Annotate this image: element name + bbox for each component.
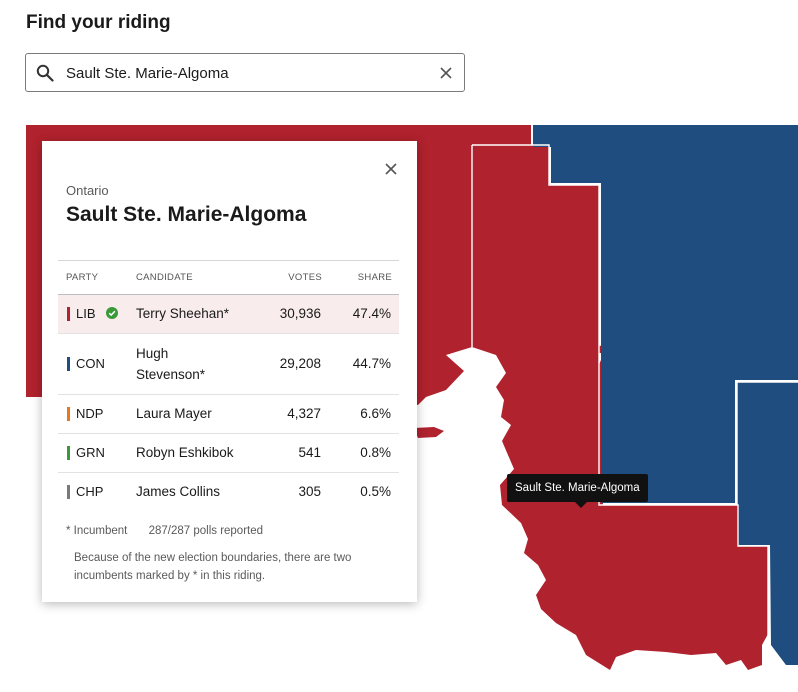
results-table-header: PARTY CANDIDATE VOTES SHARE xyxy=(66,272,400,288)
map-region-conservative-east[interactable] xyxy=(737,382,798,665)
header-party: PARTY xyxy=(66,272,99,283)
close-icon[interactable] xyxy=(384,162,398,176)
candidate-votes: 4,327 xyxy=(287,406,321,421)
incumbent-footnote: * Incumbent 287/287 polls reported xyxy=(66,525,263,537)
candidate-votes: 541 xyxy=(298,445,321,460)
candidate-name: James Collins xyxy=(136,484,221,499)
results-table-body: LIB Terry Sheehan* 30,936 47.4% CON Hugh… xyxy=(58,294,399,511)
candidate-name: Robyn Eshkibok xyxy=(136,445,234,460)
table-row: CHP James Collins 305 0.5% xyxy=(58,473,399,511)
candidate-votes: 30,936 xyxy=(279,306,321,321)
candidate-share: 47.4% xyxy=(352,306,391,321)
riding-search-box[interactable] xyxy=(25,53,465,92)
divider xyxy=(58,260,399,261)
table-row: LIB Terry Sheehan* 30,936 47.4% xyxy=(58,294,399,334)
map-region-liberal-central[interactable] xyxy=(472,145,768,670)
boundary-note: Because of the new election boundaries, … xyxy=(74,552,352,582)
candidate-votes: 29,208 xyxy=(279,356,321,371)
party-color-bar xyxy=(67,407,70,421)
riding-results-card: Ontario Sault Ste. Marie-Algoma PARTY CA… xyxy=(42,141,417,602)
header-share: SHARE xyxy=(357,272,392,283)
party-abbr: GRN xyxy=(76,445,105,460)
page-heading: Find your riding xyxy=(26,12,171,33)
party-color-bar xyxy=(67,307,70,321)
search-icon xyxy=(36,64,54,82)
header-candidate: CANDIDATE xyxy=(136,272,193,283)
map-region-conservative-north[interactable] xyxy=(533,125,798,503)
table-row: NDP Laura Mayer 4,327 6.6% xyxy=(58,395,399,434)
table-row: GRN Robyn Eshkibok 541 0.8% xyxy=(58,434,399,473)
party-abbr: CON xyxy=(76,356,105,371)
candidate-share: 0.5% xyxy=(360,484,391,499)
party-abbr: CHP xyxy=(76,484,104,499)
province-label: Ontario xyxy=(66,183,109,198)
header-votes: VOTES xyxy=(288,272,322,283)
candidate-votes: 305 xyxy=(298,484,321,499)
winner-check-icon xyxy=(106,307,118,319)
party-abbr: NDP xyxy=(76,406,104,421)
clear-search-icon[interactable] xyxy=(438,65,454,81)
table-row: CON Hugh Stevenson* 29,208 44.7% xyxy=(58,334,399,395)
riding-search-input[interactable] xyxy=(66,61,426,85)
party-color-bar xyxy=(67,446,70,460)
polls-reported: 287/287 polls reported xyxy=(148,525,264,537)
party-abbr: LIB xyxy=(76,306,96,321)
riding-title: Sault Ste. Marie-Algoma xyxy=(66,203,307,226)
incumbent-legend: * Incumbent xyxy=(66,525,128,537)
party-color-bar xyxy=(67,485,70,499)
map-riding-tooltip: Sault Ste. Marie-Algoma xyxy=(507,474,648,508)
candidate-name: Terry Sheehan* xyxy=(136,306,230,321)
candidate-share: 44.7% xyxy=(352,356,391,371)
candidate-name: Hugh Stevenson* xyxy=(136,346,206,382)
candidate-share: 6.6% xyxy=(360,406,391,421)
candidate-share: 0.8% xyxy=(360,445,391,460)
party-color-bar xyxy=(67,357,70,371)
candidate-name: Laura Mayer xyxy=(136,406,212,421)
map-region-liberal-island[interactable] xyxy=(414,427,444,438)
